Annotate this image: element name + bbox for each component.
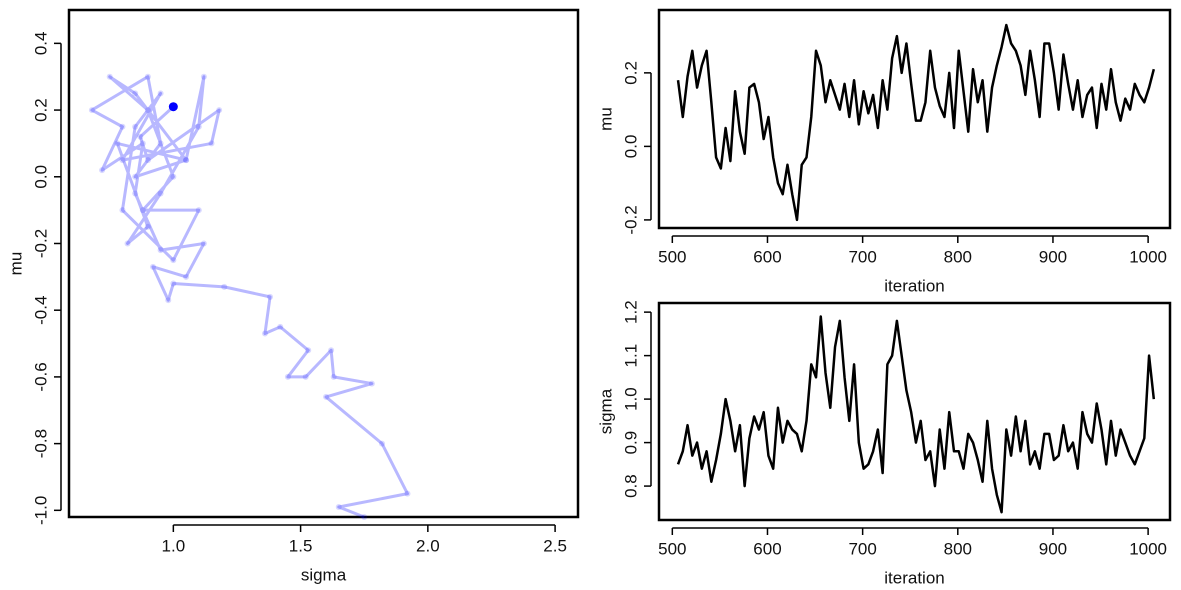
x-tick-label: 700 xyxy=(848,247,876,266)
y-tick-label: 0.4 xyxy=(31,32,50,56)
x-tick-label: 900 xyxy=(1039,539,1067,558)
y-tick-label: -0.2 xyxy=(31,229,50,258)
sample-point xyxy=(330,373,337,380)
sample-point xyxy=(170,257,177,264)
x-tick-label: 1.5 xyxy=(289,536,313,555)
y-axis-title: mu xyxy=(6,252,25,276)
y-tick-label: 0.0 xyxy=(31,165,50,189)
y-axis-title: mu xyxy=(596,107,615,131)
trace-line xyxy=(676,315,1156,514)
sample-point xyxy=(261,330,268,337)
y-tick-label: -0.2 xyxy=(621,205,640,234)
sample-point xyxy=(157,90,164,97)
y-tick-label: 0.2 xyxy=(621,61,640,85)
x-axis-title: sigma xyxy=(301,565,347,584)
sample-point xyxy=(132,190,139,197)
current-point xyxy=(168,102,178,112)
x-tick-label: 500 xyxy=(658,247,686,266)
sample-point xyxy=(139,207,146,214)
sample-point xyxy=(379,440,386,447)
y-tick-label: 1.2 xyxy=(621,300,640,324)
sample-point xyxy=(132,173,139,180)
x-tick-label: 2.5 xyxy=(543,536,567,555)
x-tick-label: 600 xyxy=(753,539,781,558)
plot-frame xyxy=(657,301,1172,522)
sample-point xyxy=(267,293,274,300)
plot-frame xyxy=(657,8,1172,230)
x-axis-title: iteration xyxy=(884,568,944,587)
sample-point xyxy=(144,223,151,230)
y-tick-label: 0.0 xyxy=(621,135,640,159)
sample-point xyxy=(170,173,177,180)
trace-line xyxy=(676,23,1156,222)
sample-point xyxy=(208,140,215,147)
y-tick-label: 1.1 xyxy=(621,344,640,368)
x-tick-label: 800 xyxy=(944,539,972,558)
sample-point xyxy=(323,393,330,400)
sample-point xyxy=(216,107,223,114)
sample-point xyxy=(170,280,177,287)
sample-point xyxy=(195,123,202,130)
sample-point xyxy=(200,240,207,247)
trace-path xyxy=(90,75,409,519)
sample-point xyxy=(183,157,190,164)
sample-point xyxy=(368,380,375,387)
x-tick-label: 900 xyxy=(1039,247,1067,266)
y-tick-label: -0.6 xyxy=(31,362,50,391)
y-tick-label: -0.8 xyxy=(31,429,50,458)
y-tick-label: 0.8 xyxy=(621,474,640,498)
sample-point xyxy=(124,240,131,247)
y-tick-label: 1.0 xyxy=(621,387,640,411)
sample-point xyxy=(183,157,190,164)
x-tick-label: 2.0 xyxy=(416,536,440,555)
plot-frame xyxy=(67,8,580,519)
sample-point xyxy=(139,140,146,147)
sample-point xyxy=(302,373,309,380)
sample-point xyxy=(149,263,156,270)
sample-point xyxy=(144,157,151,164)
sample-point xyxy=(132,90,139,97)
sample-point xyxy=(165,297,172,304)
y-tick-label: 0.9 xyxy=(621,431,640,455)
y-tick-label: -1.0 xyxy=(31,496,50,525)
sample-point xyxy=(200,73,207,80)
sample-point xyxy=(114,140,121,147)
y-tick-label: 0.2 xyxy=(31,98,50,122)
x-tick-label: 1000 xyxy=(1129,247,1167,266)
sample-point xyxy=(404,490,411,497)
sample-point xyxy=(157,247,164,254)
sample-point xyxy=(144,107,151,114)
y-tick-label: -0.4 xyxy=(31,296,50,325)
x-tick-label: 800 xyxy=(944,247,972,266)
sample-point xyxy=(195,207,202,214)
sample-point xyxy=(221,283,228,290)
sample-point xyxy=(119,207,126,214)
x-tick-label: 1.0 xyxy=(162,536,186,555)
sample-point xyxy=(284,373,291,380)
sample-point xyxy=(328,347,335,354)
sample-point xyxy=(305,347,312,354)
x-tick-label: 600 xyxy=(753,247,781,266)
x-tick-label: 500 xyxy=(658,539,686,558)
sample-point xyxy=(88,107,95,114)
x-tick-label: 1000 xyxy=(1129,539,1167,558)
sample-point xyxy=(277,323,284,330)
sample-point xyxy=(132,123,139,130)
sample-point xyxy=(137,133,144,140)
sample-point xyxy=(183,273,190,280)
x-axis-title: iteration xyxy=(884,276,944,295)
sample-point xyxy=(361,514,368,520)
sample-point xyxy=(157,140,164,147)
sample-point xyxy=(335,503,342,510)
y-axis-title: sigma xyxy=(596,388,615,434)
sample-point xyxy=(119,123,126,130)
sample-point xyxy=(106,73,113,80)
sample-point xyxy=(157,190,164,197)
sample-point xyxy=(144,73,151,80)
sample-point xyxy=(119,157,126,164)
sample-point xyxy=(99,167,106,174)
x-tick-label: 700 xyxy=(848,539,876,558)
